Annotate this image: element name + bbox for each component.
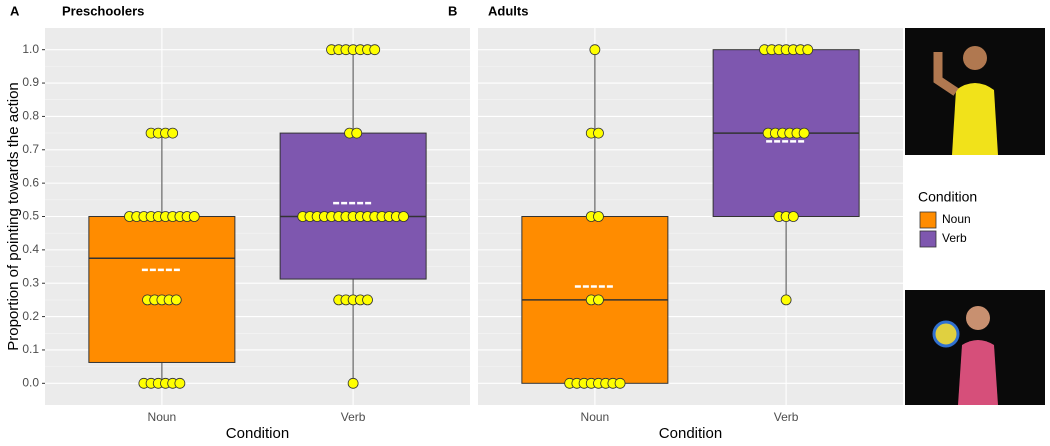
legend-label: Verb bbox=[942, 231, 967, 245]
data-point bbox=[787, 211, 799, 222]
y-tick-label: 1.0 bbox=[22, 42, 39, 56]
y-tick-label: 0.2 bbox=[22, 309, 39, 323]
photo-shirt bbox=[952, 83, 998, 155]
legend-title: Condition bbox=[918, 189, 977, 205]
data-point bbox=[188, 211, 200, 222]
photo-arm bbox=[933, 52, 959, 96]
y-axis-label: Proportion of pointing towards the actio… bbox=[5, 82, 22, 351]
x-axis-label: Condition bbox=[226, 425, 289, 442]
panel-label: A bbox=[10, 3, 20, 18]
box bbox=[88, 216, 236, 363]
y-tick-label: 0.0 bbox=[22, 375, 39, 389]
photo-shirt bbox=[958, 340, 998, 405]
x-axis-label: Condition bbox=[659, 425, 722, 442]
legend-label: Noun bbox=[942, 212, 971, 226]
data-point bbox=[170, 294, 182, 306]
data-point bbox=[362, 294, 373, 306]
data-point bbox=[780, 294, 792, 306]
data-point bbox=[174, 377, 186, 389]
y-tick-label: 0.6 bbox=[22, 175, 39, 189]
x-tick-label: Noun bbox=[148, 410, 177, 424]
y-tick-label: 0.7 bbox=[22, 142, 39, 156]
data-point bbox=[593, 127, 604, 139]
y-tick-label: 0.1 bbox=[22, 342, 39, 356]
data-point bbox=[802, 44, 814, 56]
box bbox=[279, 132, 427, 280]
y-tick-label: 0.3 bbox=[22, 275, 39, 289]
legend-key bbox=[919, 230, 937, 248]
photo-head bbox=[963, 46, 987, 70]
data-point bbox=[167, 127, 179, 139]
y-tick-label: 0.9 bbox=[22, 75, 39, 89]
x-tick-label: Verb bbox=[341, 410, 366, 424]
chart-title: Adults bbox=[488, 3, 528, 18]
chart-title: Preschoolers bbox=[62, 3, 144, 18]
data-point bbox=[593, 211, 604, 222]
x-tick-label: Noun bbox=[581, 410, 610, 424]
photo-object bbox=[932, 320, 960, 348]
data-point bbox=[351, 127, 363, 139]
y-tick-label: 0.4 bbox=[22, 242, 39, 256]
data-point bbox=[398, 211, 409, 222]
data-point bbox=[798, 127, 810, 139]
data-point bbox=[589, 44, 601, 56]
panel-label: B bbox=[448, 3, 457, 18]
data-point bbox=[369, 44, 381, 56]
y-tick-label: 0.5 bbox=[22, 209, 39, 223]
x-tick-label: Verb bbox=[774, 410, 799, 424]
data-point bbox=[614, 377, 626, 389]
photo-head bbox=[966, 306, 990, 330]
legend-key bbox=[919, 211, 937, 229]
data-point bbox=[347, 377, 359, 389]
data-point bbox=[593, 294, 604, 306]
y-tick-label: 0.8 bbox=[22, 109, 39, 123]
